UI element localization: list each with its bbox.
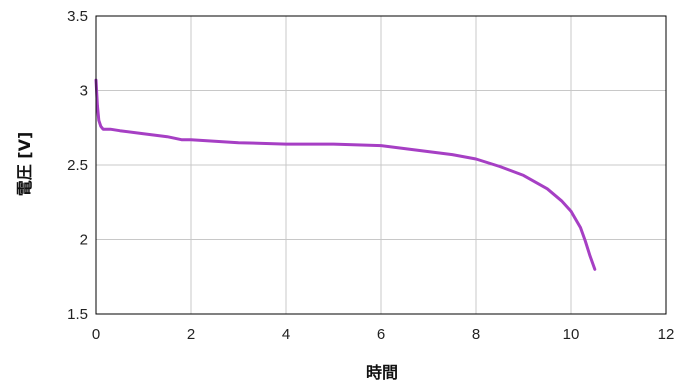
y-tick-label: 2.5 [67,157,88,174]
y-tick-label: 3 [80,83,88,100]
x-tick-label: 2 [187,326,195,343]
x-tick-label: 0 [92,326,100,343]
y-axis-title: 電圧 [V] [15,132,34,197]
grid [95,15,667,315]
y-tick-label: 1.5 [67,306,88,323]
x-axis-title: 時間 [366,363,398,382]
plot-frame [95,15,667,315]
x-tick-label: 12 [658,326,675,343]
series-line [94,78,597,271]
x-tick-labels: 0 2 4 6 8 10 12 [92,326,675,343]
y-tick-label: 3.5 [67,8,88,25]
x-tick-label: 8 [472,326,480,343]
y-tick-label: 2 [80,232,88,249]
x-tick-label: 10 [563,326,580,343]
series-group [94,78,597,271]
y-tick-labels: 1.5 2 2.5 3 3.5 [67,8,88,323]
x-tick-label: 6 [377,326,385,343]
x-tick-label: 4 [282,326,290,343]
